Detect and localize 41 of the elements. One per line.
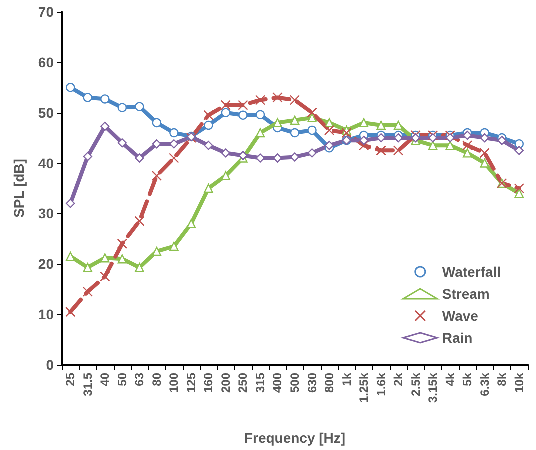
x-tick-label: 3.15k [426,372,440,404]
x-tick-label: 40 [98,372,112,386]
legend-label: Rain [442,330,473,346]
x-tick-label: 100 [167,372,182,394]
x-tick-label: 4k [443,372,458,386]
y-tick-label: 0 [46,357,54,373]
y-axis-title: SPL [dB] [11,159,27,218]
x-tick-label: 50 [115,372,130,386]
y-tick-label: 20 [38,256,54,272]
x-tick-label: 6.3k [478,372,492,396]
x-tick-label: 125 [184,372,198,394]
x-tick-label: 800 [322,372,337,394]
x-tick-label: 250 [236,372,250,394]
x-tick-label: 160 [202,372,216,394]
y-tick-label: 10 [38,306,54,323]
x-tick-label: 25 [64,372,78,386]
x-tick-label: 80 [150,372,164,386]
y-tick-label: 30 [38,206,54,222]
legend-label: Stream [442,286,490,302]
x-tick-label: 2.5k [408,372,423,396]
x-tick-label: 1.25k [357,372,372,404]
x-tick-label: 31.5 [80,372,95,396]
y-tick-label: 60 [38,54,54,70]
y-tick-label: 40 [38,155,54,172]
x-tick-label: 200 [218,372,233,394]
x-tick-label: 10k [512,372,526,394]
x-tick-label: 400 [270,372,285,394]
y-tick-label: 50 [38,104,54,121]
x-tick-label: 315 [253,372,268,394]
x-tick-label: 8k [495,372,510,386]
legend-label: Waterfall [442,264,502,280]
x-axis-title: Frequency [Hz] [244,430,346,446]
x-tick-label: 2k [392,372,406,386]
legend-label: Wave [442,308,479,324]
x-tick-label: 5k [460,372,475,386]
x-tick-label: 1.6k [374,372,388,396]
x-tick-label: 1k [340,372,354,386]
x-tick-label: 63 [132,372,147,386]
y-tick-label: 70 [38,4,54,20]
x-tick-label: 500 [288,372,302,394]
x-tick-label: 630 [305,372,320,394]
